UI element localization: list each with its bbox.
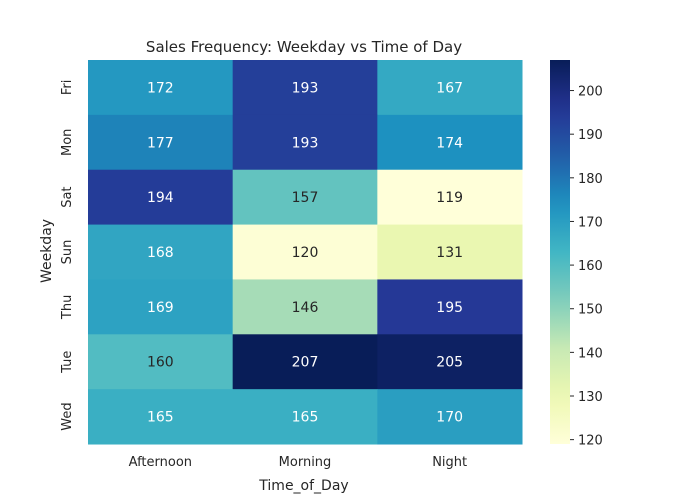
cell-value-label: 119 xyxy=(436,190,463,206)
heatmap-cells: 172 193 167 177 193 174 194 157 119 168 120 131 169 1… xyxy=(88,60,523,445)
cell-value-label: 169 xyxy=(147,300,174,316)
x-tick-labels: Afternoon Morning Night xyxy=(129,455,467,470)
cell-value-label: 174 xyxy=(436,135,463,151)
heatmap-cell xyxy=(88,224,234,280)
cell-value-label: 205 xyxy=(436,355,463,371)
y-tick-label: Thu xyxy=(60,295,75,320)
heatmap-cell xyxy=(88,334,234,390)
cell-value-label: 160 xyxy=(147,355,174,371)
colorbar-tick-label: 160 xyxy=(578,259,603,274)
y-tick-label: Sat xyxy=(60,186,75,207)
heatmap-cell xyxy=(88,389,234,445)
cell-value-label: 131 xyxy=(436,245,463,261)
x-axis-label: Time_of_Day xyxy=(258,478,348,494)
heatmap-cell xyxy=(232,114,378,171)
y-tick-label: Fri xyxy=(60,80,75,96)
heatmap-cell xyxy=(232,169,378,226)
y-tick-labels: Fri Mon Sat Sun Thu Tue Wed xyxy=(60,80,75,431)
heatmap-cell xyxy=(377,389,523,445)
y-tick-label: Mon xyxy=(60,129,75,156)
x-tick-label: Morning xyxy=(279,455,332,470)
cell-value-label: 165 xyxy=(292,410,319,426)
heatmap-cell xyxy=(88,169,234,226)
x-tick-label: Night xyxy=(432,455,467,470)
cell-value-label: 146 xyxy=(292,300,319,316)
cell-value-label: 172 xyxy=(147,80,174,96)
cell-value-label: 193 xyxy=(292,135,319,151)
cell-value-label: 120 xyxy=(292,245,319,261)
heatmap-cell xyxy=(232,279,378,335)
cell-value-label: 167 xyxy=(436,80,463,96)
colorbar-tick-label: 150 xyxy=(578,303,603,318)
chart-title: Sales Frequency: Weekday vs Time of Day xyxy=(146,38,462,56)
cell-value-label: 157 xyxy=(292,190,319,206)
heatmap-cell xyxy=(88,114,234,171)
cell-value-label: 195 xyxy=(436,300,463,316)
colorbar-tick-label: 200 xyxy=(578,85,603,100)
y-tick-label: Wed xyxy=(60,402,75,430)
colorbar-tick-label: 180 xyxy=(578,172,603,187)
heatmap-cell xyxy=(377,60,523,116)
heatmap-cell xyxy=(377,279,523,335)
heatmap-cell xyxy=(377,224,523,280)
cell-value-label: 165 xyxy=(147,410,174,426)
cell-value-label: 194 xyxy=(147,190,174,206)
heatmap-cell xyxy=(377,169,523,226)
heatmap-cell xyxy=(232,334,378,390)
heatmap-cell xyxy=(377,114,523,171)
cell-value-label: 170 xyxy=(436,410,463,426)
cell-value-label: 193 xyxy=(292,80,319,96)
colorbar-tick-label: 120 xyxy=(578,434,603,449)
x-tick-label: Afternoon xyxy=(129,455,192,470)
colorbar-gradient xyxy=(550,60,570,444)
heatmap-cell xyxy=(232,60,378,116)
y-tick-label: Sun xyxy=(60,240,75,265)
colorbar-tick-label: 190 xyxy=(578,128,603,143)
colorbar: 120 130 140 150 160 170 180 190 200 xyxy=(550,60,603,449)
y-tick-label: Tue xyxy=(60,351,75,374)
cell-value-label: 177 xyxy=(147,135,174,151)
colorbar-tick-label: 140 xyxy=(578,346,603,361)
y-axis-label: Weekday xyxy=(39,219,55,283)
heatmap-cell xyxy=(88,279,234,335)
cell-value-label: 168 xyxy=(147,245,174,261)
heatmap-cell xyxy=(232,389,378,445)
heatmap-cell xyxy=(88,60,234,116)
heatmap-cell xyxy=(232,224,378,280)
colorbar-tick-label: 170 xyxy=(578,215,603,230)
cell-value-label: 207 xyxy=(292,355,319,371)
colorbar-tick-label: 130 xyxy=(578,390,603,405)
heatmap-cell xyxy=(377,334,523,390)
